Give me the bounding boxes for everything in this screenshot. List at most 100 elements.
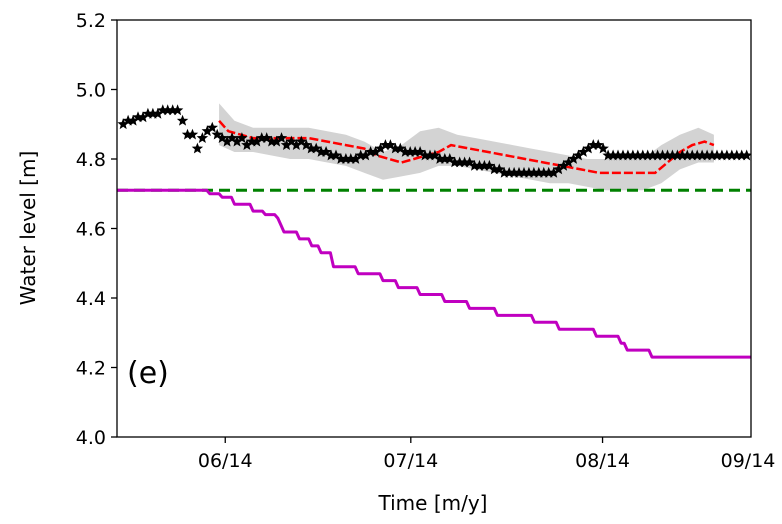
y-tick-label: 5.0: [76, 80, 106, 102]
observed-point: [325, 149, 337, 161]
observed-point: [340, 153, 352, 164]
y-tick-label: 4.4: [76, 288, 106, 310]
observed-point: [691, 149, 703, 161]
observed-point: [617, 149, 629, 161]
observed-point: [721, 149, 733, 161]
observed-point: [345, 153, 357, 164]
observed-point: [152, 107, 164, 119]
observed-point: [582, 142, 594, 154]
observed-point: [315, 146, 327, 157]
observed-point: [701, 149, 713, 161]
y-tick-label: 4.6: [76, 219, 106, 241]
observed-point: [171, 104, 184, 116]
observed-point: [181, 128, 194, 140]
observed-point: [632, 149, 644, 161]
observed-point: [137, 111, 149, 123]
observed-point: [681, 149, 693, 161]
observed-point: [454, 156, 466, 168]
observed-point: [444, 153, 456, 164]
observed-point: [320, 146, 332, 157]
x-tick-label: 07/14: [383, 450, 438, 472]
predicted-series-line: [218, 119, 715, 175]
observed-point: [117, 118, 129, 130]
observed-point: [572, 149, 585, 161]
observed-point: [528, 166, 540, 178]
observed-point: [488, 163, 500, 175]
observed-point: [216, 132, 228, 143]
y-tick-label: 4.0: [76, 427, 106, 449]
y-tick-label: 4.8: [76, 149, 106, 171]
x-tick-label: 08/14: [575, 450, 630, 472]
observed-point: [300, 139, 312, 150]
observed-point: [731, 149, 743, 161]
observed-point: [157, 104, 169, 116]
observed-point: [587, 139, 599, 150]
observed-point: [523, 166, 535, 178]
observed-point: [162, 104, 174, 116]
observed-point: [186, 128, 199, 140]
observed-point: [261, 132, 273, 143]
observed-point: [592, 139, 604, 150]
observed-point: [518, 166, 530, 178]
observed-point: [236, 132, 248, 143]
x-tick-label: 09/14: [721, 450, 776, 472]
magenta-series-layer: [117, 188, 751, 359]
observed-point: [463, 156, 476, 168]
x-tick-label: 06/14: [198, 450, 253, 472]
x-axis-label: Time [m/y]: [378, 491, 488, 515]
observed-point: [369, 146, 382, 157]
observed-point: [127, 114, 139, 126]
observed-point: [191, 142, 204, 154]
observed-point: [562, 156, 575, 168]
observed-point: [290, 139, 303, 150]
observed-point: [741, 149, 751, 161]
observed-point: [201, 125, 213, 137]
observed-point: [379, 139, 392, 150]
observed-point: [498, 166, 510, 178]
observed-point: [424, 149, 436, 161]
observed-point: [305, 142, 317, 154]
observed-point: [666, 149, 679, 161]
observed-point: [513, 166, 525, 178]
observed-point: [567, 153, 580, 164]
observed-point: [602, 149, 614, 161]
observed-point: [637, 149, 649, 161]
observed-point: [508, 166, 520, 178]
observed-point: [330, 149, 342, 161]
observed-point: [483, 159, 496, 171]
observed-point: [642, 149, 654, 161]
observed-point: [310, 142, 322, 154]
plot-frame: [116, 19, 752, 438]
observed-series-layer: [117, 104, 751, 178]
panel-label: (e): [127, 356, 169, 391]
axis-ticks: 4.0 4.2 4.4 4.6 4.8 5.0 5.2 06/14 07/14 08/14 09/1…: [76, 10, 776, 472]
y-axis-label: Water level [m]: [16, 151, 40, 305]
observed-point: [359, 149, 372, 161]
observed-point: [473, 159, 486, 171]
observed-point: [711, 149, 723, 161]
observed-point: [226, 132, 238, 143]
predicted-series-layer: [218, 119, 715, 175]
observed-point: [478, 159, 491, 171]
observed-point: [434, 153, 446, 164]
observed-point: [661, 149, 674, 161]
observed-point: [468, 159, 481, 171]
observed-point: [196, 132, 209, 143]
observed-point: [241, 139, 253, 150]
observed-point: [374, 142, 387, 154]
y-tick-label: 4.2: [76, 358, 106, 380]
observed-point: [577, 146, 590, 157]
observed-point: [404, 146, 416, 157]
observed-point: [612, 149, 624, 161]
observed-point: [384, 139, 397, 150]
observed-point: [270, 135, 283, 147]
observed-point: [736, 149, 748, 161]
observed-point: [167, 104, 179, 116]
observed-point: [552, 163, 565, 175]
observed-point: [503, 166, 515, 178]
observed-point: [147, 107, 159, 119]
observed-point: [176, 114, 189, 126]
observed-point: [364, 146, 377, 157]
y-tick-label: 5.2: [76, 10, 106, 32]
